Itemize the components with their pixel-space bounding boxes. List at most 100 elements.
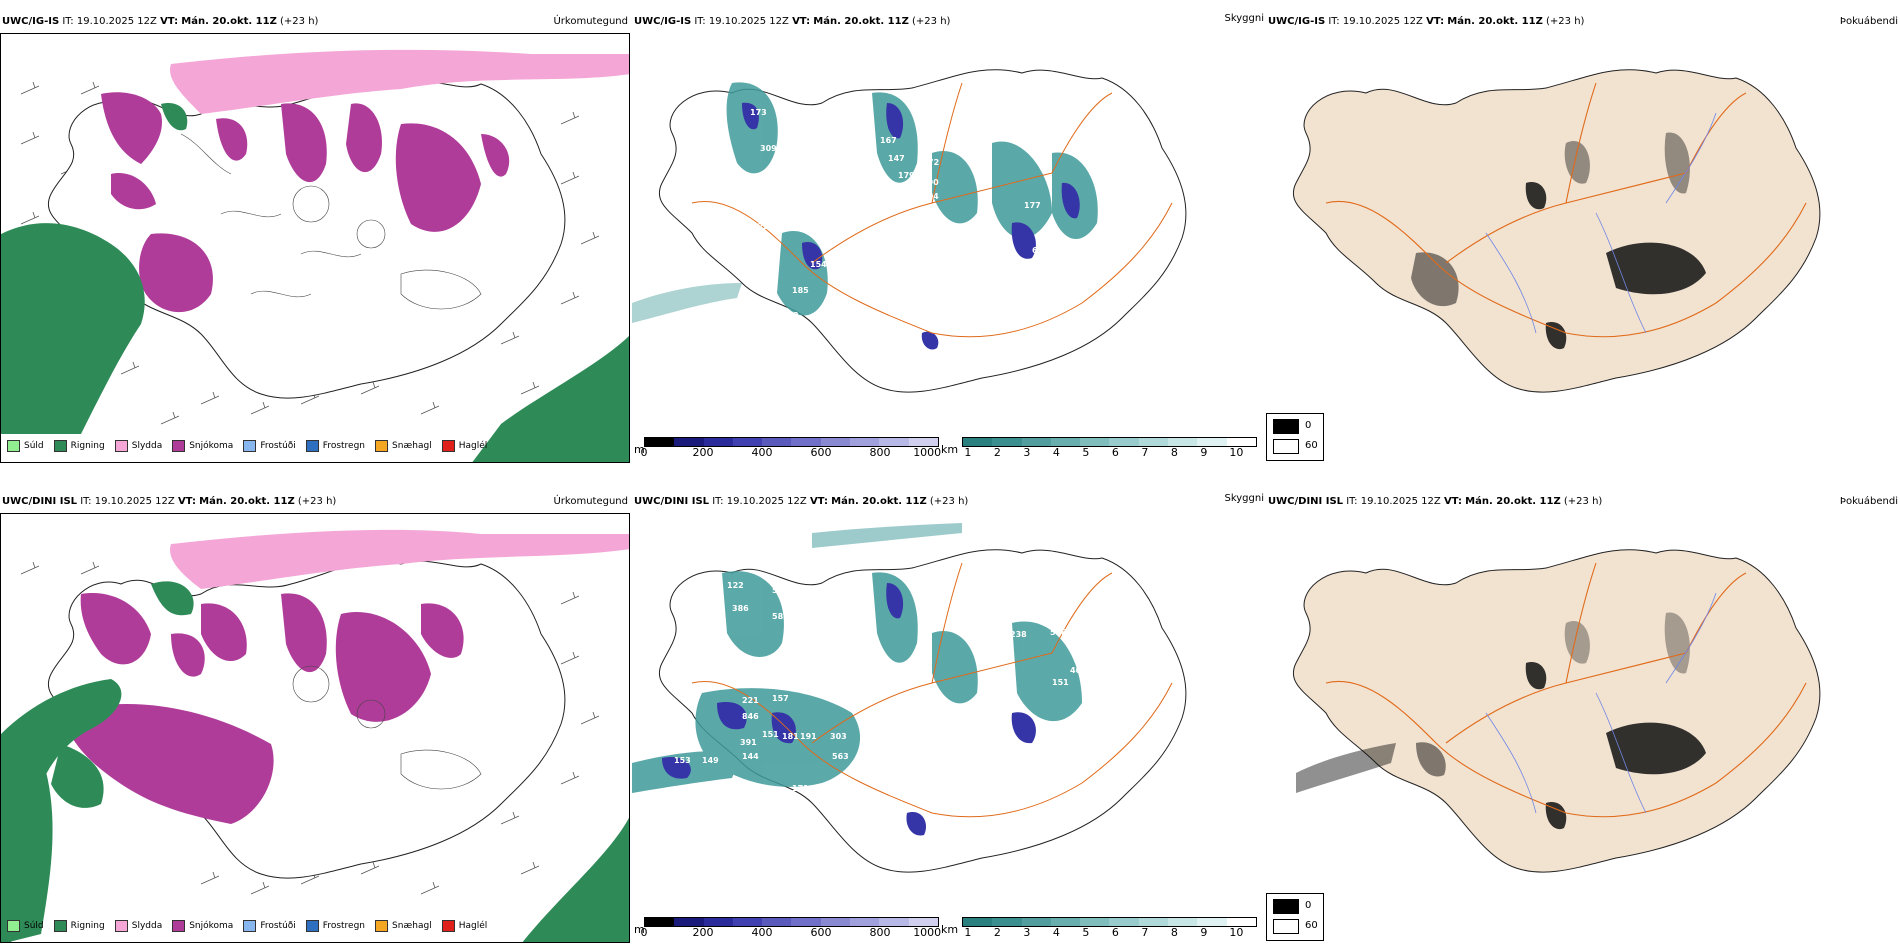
fog-legend: 0 60 (1266, 893, 1324, 941)
svg-text:562: 562 (772, 586, 789, 595)
svg-text:147: 147 (888, 154, 905, 163)
panel-header: UWC/IG-IS IT: 19.10.2025 12Z VT: Mán. 20… (634, 16, 951, 27)
svg-text:191: 191 (800, 732, 817, 741)
svg-text:170: 170 (1050, 768, 1067, 777)
legend-item: Frostúði (243, 920, 296, 932)
svg-text:294: 294 (922, 192, 939, 201)
svg-text:182: 182 (777, 186, 794, 195)
svg-text:169: 169 (792, 802, 809, 811)
legend-item: Frostregn (305, 920, 365, 932)
svg-text:242: 242 (994, 616, 1011, 625)
svg-text:120: 120 (657, 712, 674, 721)
svg-text:80: 80 (938, 836, 950, 845)
legend-item: Frostregn (305, 440, 365, 452)
panel-header: UWC/DINI ISL IT: 19.10.2025 12Z VT: Mán.… (1268, 496, 1603, 507)
legend-item: Slydda (114, 440, 162, 452)
rivers (1485, 112, 1717, 334)
svg-text:391: 391 (740, 738, 757, 747)
legend-item: Snjókoma (172, 920, 233, 932)
low-visibility-areas (632, 82, 1098, 323)
svg-text:303: 303 (830, 732, 847, 741)
visibility-unit: km (941, 923, 959, 936)
panel-title: Skyggni (1224, 13, 1264, 24)
svg-text:151: 151 (1052, 678, 1069, 687)
svg-text:247: 247 (950, 704, 967, 713)
fog-map (1292, 549, 1821, 873)
svg-text:200: 200 (992, 601, 1009, 610)
fog-map (1292, 69, 1821, 393)
svg-text:115: 115 (1110, 714, 1127, 723)
svg-text:173: 173 (750, 108, 767, 117)
svg-text:558: 558 (1050, 628, 1067, 637)
visibility-panel-1: UWC/IG-IS IT: 19.10.2025 12Z VT: Mán. 20… (632, 0, 1264, 470)
svg-text:171: 171 (792, 784, 809, 793)
cloud-base-colorbar: 0 200 400 600 800 1000 (641, 437, 941, 459)
panel-header: UWC/DINI ISL IT: 19.10.2025 12Z VT: Mán.… (634, 496, 969, 507)
model-name: UWC/IG-IS (2, 16, 60, 27)
svg-text:120: 120 (1092, 618, 1109, 627)
svg-text:160: 160 (792, 654, 809, 663)
init-time: 19.10.2025 12Z (76, 16, 157, 27)
svg-text:846: 846 (742, 712, 759, 721)
svg-text:224: 224 (992, 630, 1009, 639)
cloud-base-unit: m (634, 923, 645, 936)
svg-text:510: 510 (782, 224, 799, 233)
svg-text:72: 72 (928, 158, 939, 167)
cloud-base-colorbar: 0 200 400 600 800 1000 (641, 917, 941, 939)
cloud-base-labels: 173 309 112 182 133 142 122 510 108 154 185 192 2… (702, 108, 1135, 383)
svg-text:142: 142 (720, 226, 737, 235)
svg-text:238: 238 (1010, 630, 1027, 639)
svg-text:80: 80 (898, 374, 910, 383)
precip-map (1, 529, 629, 942)
legend-item: Súld (7, 440, 44, 452)
panel-title: Þokuábendi (1839, 496, 1898, 507)
svg-text:606: 606 (1032, 246, 1049, 255)
svg-text:403: 403 (1070, 666, 1087, 675)
map-frame: Súld Rigning Slydda Snjókoma Frostúði Fr… (0, 513, 630, 943)
roads (691, 82, 1173, 338)
legend-item: Snæhagl (375, 920, 432, 932)
cloud-base-unit: m (634, 443, 645, 456)
svg-text:126: 126 (972, 286, 989, 295)
svg-text:583: 583 (772, 612, 789, 621)
legend-item: Haglél (441, 920, 487, 932)
svg-text:192: 192 (1122, 636, 1139, 645)
svg-text:827: 827 (1088, 156, 1105, 165)
legend-item: Súld (7, 920, 44, 932)
fog-areas (1411, 132, 1706, 350)
svg-text:221: 221 (742, 696, 759, 705)
valid-time: Mán. 20.okt. 11Z (181, 16, 277, 27)
svg-text:34: 34 (1030, 744, 1042, 753)
svg-text:280: 280 (1118, 181, 1135, 190)
svg-text:131: 131 (1090, 262, 1107, 271)
svg-text:153: 153 (674, 756, 691, 765)
precip-type-panel-2: UWC/DINI ISL IT: 19.10.2025 12Z VT: Mán.… (0, 480, 630, 950)
svg-text:386: 386 (732, 604, 749, 613)
svg-text:231: 231 (780, 341, 797, 350)
visibility-map: 173 309 112 182 133 142 122 510 108 154 185 192 2… (632, 69, 1187, 393)
svg-text:127: 127 (1104, 734, 1121, 743)
svg-text:312: 312 (814, 796, 831, 805)
svg-text:461: 461 (1092, 606, 1109, 615)
fog-legend: 0 60 (1266, 413, 1324, 461)
svg-text:179: 179 (898, 171, 915, 180)
svg-text:237: 237 (1024, 566, 1041, 575)
legend-item: Haglél (441, 440, 487, 452)
visibility-unit: km (941, 443, 959, 456)
map-frame: Súld Rigning Slydda Snjókoma Frostúði Fr… (0, 33, 630, 463)
svg-text:112: 112 (752, 176, 769, 185)
visibility-colorbar: 1 2 3 4 5 6 7 8 9 10 (962, 437, 1257, 459)
svg-text:149: 149 (702, 756, 719, 765)
svg-text:212: 212 (1016, 270, 1033, 279)
roads (1325, 82, 1807, 338)
panel-title: Skyggni (1224, 493, 1264, 504)
svg-text:185: 185 (792, 286, 809, 295)
svg-text:157: 157 (772, 694, 789, 703)
svg-text:279: 279 (792, 636, 809, 645)
lead-time: (+23 h) (280, 16, 319, 27)
panel-header: UWC/IG-IS IT: 19.10.2025 12Z VT: Mán. 20… (2, 16, 319, 27)
svg-text:133: 133 (742, 196, 759, 205)
cloud-base-areas (742, 102, 1080, 350)
legend-item: Rigning (53, 440, 105, 452)
